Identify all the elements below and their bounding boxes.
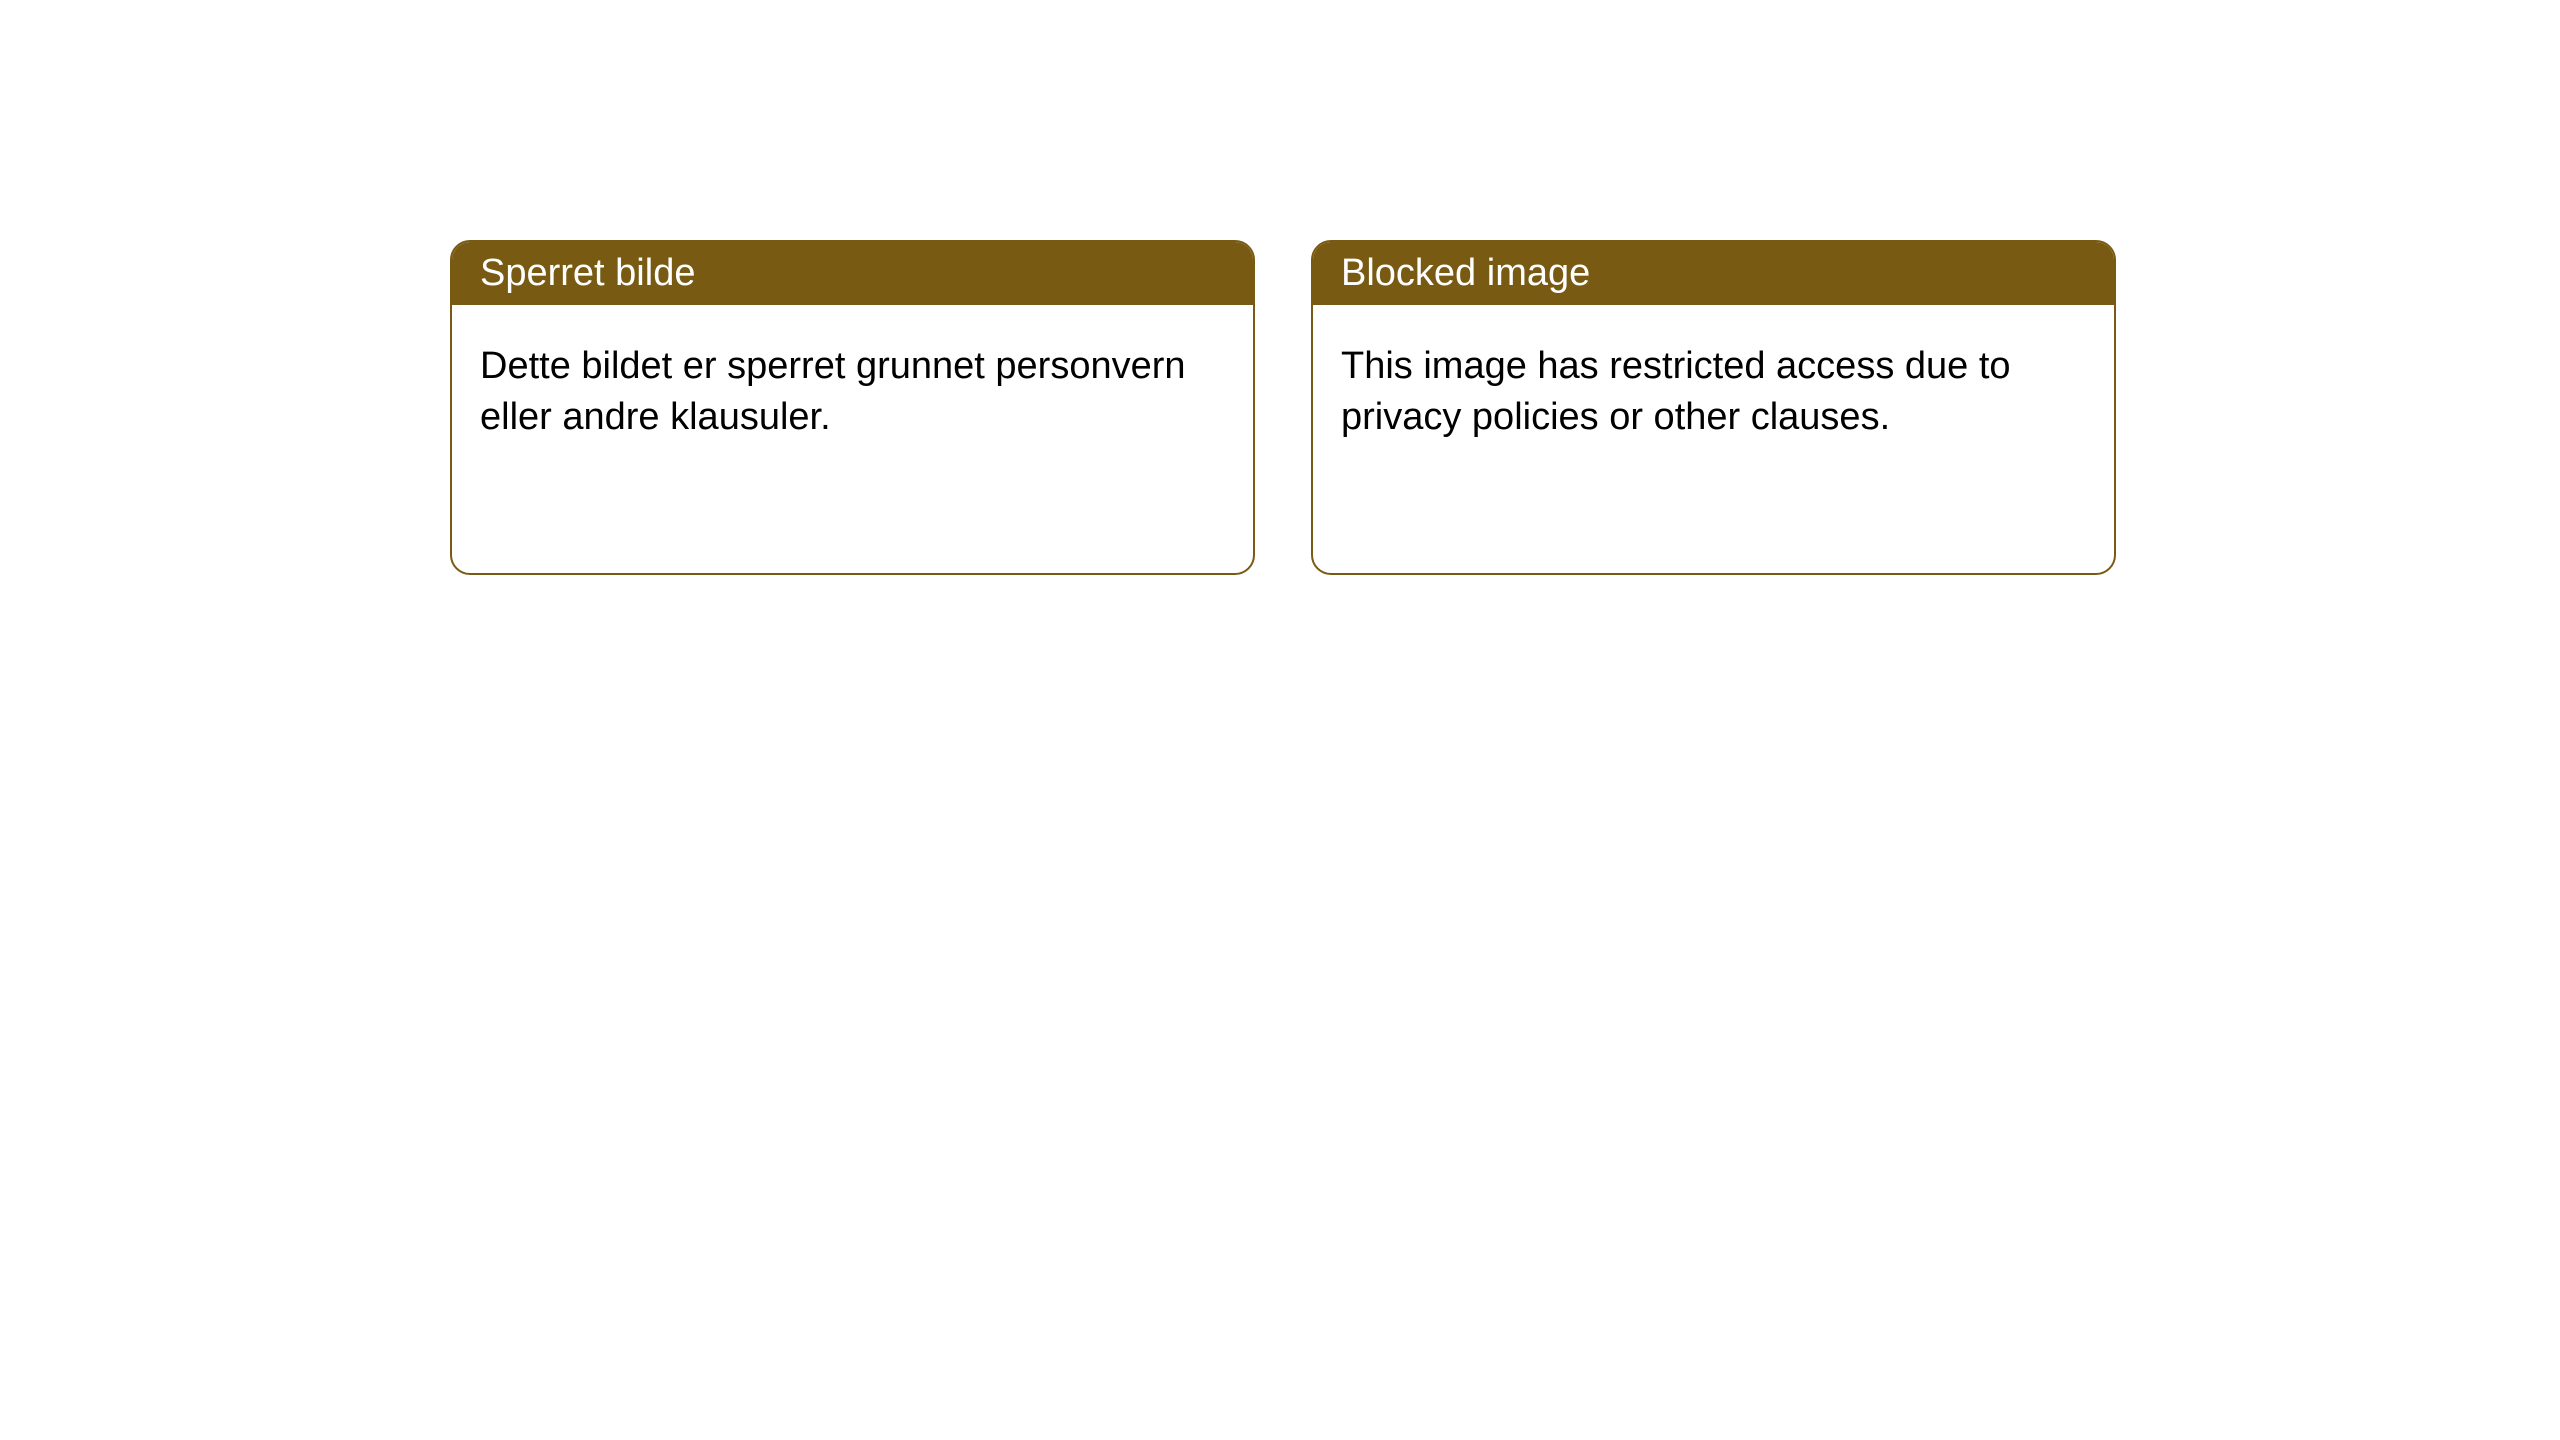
notice-card-norwegian: Sperret bilde Dette bildet er sperret gr… xyxy=(450,240,1255,575)
card-body-text: Dette bildet er sperret grunnet personve… xyxy=(480,345,1186,438)
card-title: Sperret bilde xyxy=(480,252,695,294)
card-body: This image has restricted access due to … xyxy=(1313,305,2114,480)
card-body: Dette bildet er sperret grunnet personve… xyxy=(452,305,1253,480)
notice-card-english: Blocked image This image has restricted … xyxy=(1311,240,2116,575)
notice-cards-container: Sperret bilde Dette bildet er sperret gr… xyxy=(450,240,2116,575)
card-header: Sperret bilde xyxy=(452,242,1253,305)
card-body-text: This image has restricted access due to … xyxy=(1341,345,2011,438)
card-title: Blocked image xyxy=(1341,252,1590,294)
card-header: Blocked image xyxy=(1313,242,2114,305)
